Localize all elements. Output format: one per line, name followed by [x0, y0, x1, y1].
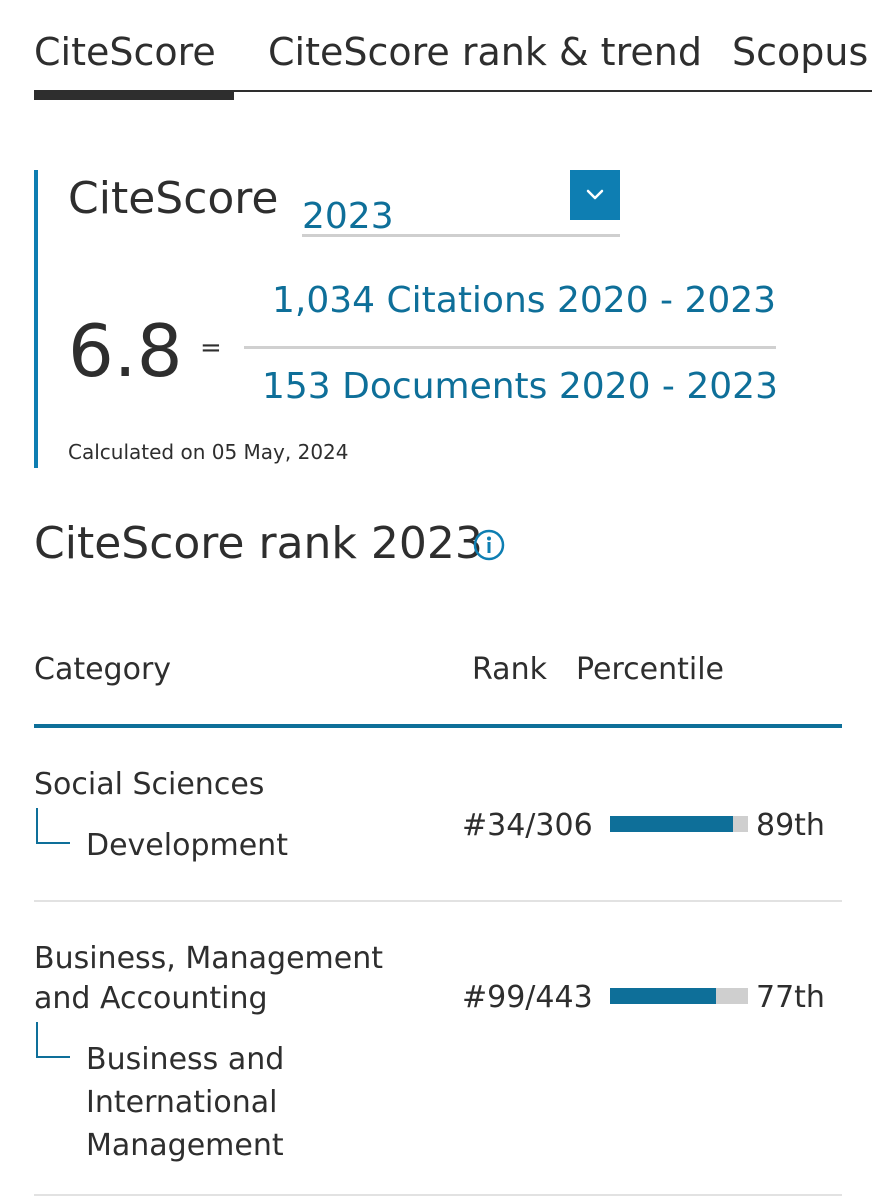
subcategory-line3: Management	[86, 1128, 284, 1163]
rank-value: #34/306	[462, 808, 593, 843]
citescore-title: CiteScore	[68, 173, 279, 224]
column-header-category: Category	[34, 652, 172, 687]
info-icon[interactable]	[472, 528, 506, 562]
chevron-down-icon	[586, 189, 604, 200]
citescore-panel: CiteScore 2023 6.8 = 1,034 Citations 202…	[34, 170, 834, 468]
subcategory-line1: Business and	[86, 1042, 285, 1077]
percentile-label: 89th	[756, 808, 825, 843]
percentile-bar	[610, 988, 748, 1004]
citations-link[interactable]: 1,034 Citations 2020 - 2023	[272, 280, 777, 321]
year-select-underline	[302, 234, 620, 237]
year-dropdown-button[interactable]	[570, 170, 620, 220]
percentile-bar-fill	[610, 816, 733, 832]
equals-sign: =	[200, 333, 222, 363]
year-select[interactable]: 2023	[302, 170, 620, 238]
column-header-rank: Rank	[472, 652, 547, 687]
tab-bar: CiteScore CiteScore rank & trend Scopus …	[0, 0, 872, 100]
subcategory-link[interactable]: Business and International Management	[86, 1038, 284, 1167]
category-label-line1: Business, Management	[34, 941, 383, 976]
tabs-divider	[34, 90, 872, 92]
percentile-bar-fill	[610, 988, 717, 1004]
table-header-rule	[34, 724, 842, 728]
citescore-value: 6.8	[68, 309, 183, 393]
rank-value: #99/443	[462, 980, 593, 1015]
calculated-date: Calculated on 05 May, 2024	[68, 440, 349, 464]
row-divider	[34, 900, 842, 902]
fraction-divider	[244, 346, 776, 349]
tab-citescore[interactable]: CiteScore	[34, 30, 216, 74]
tree-connector	[36, 1022, 70, 1058]
tree-connector	[36, 808, 70, 844]
column-header-percentile: Percentile	[576, 652, 725, 687]
rank-section-title: CiteScore rank 2023	[34, 518, 483, 569]
category-label: Social Sciences	[34, 767, 265, 802]
documents-link[interactable]: 153 Documents 2020 - 2023	[262, 366, 778, 407]
tab-scopus[interactable]: Scopus c	[732, 30, 872, 74]
subcategory-line2: International	[86, 1085, 278, 1120]
row-divider	[34, 1194, 842, 1196]
percentile-label: 77th	[756, 980, 825, 1015]
active-tab-indicator	[34, 92, 234, 100]
tab-citescore-rank-trend[interactable]: CiteScore rank & trend	[268, 30, 702, 74]
category-label-line2: and Accounting	[34, 981, 268, 1016]
year-select-value: 2023	[302, 196, 394, 237]
citescore-accent-bar	[34, 170, 38, 468]
percentile-bar	[610, 816, 748, 832]
subcategory-link[interactable]: Development	[86, 828, 288, 863]
